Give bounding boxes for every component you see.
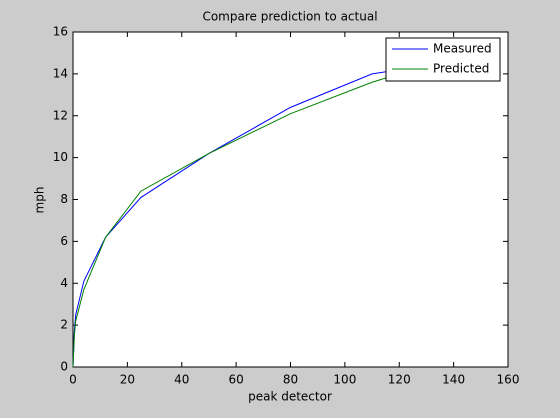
x-tick-label: 0 bbox=[69, 373, 77, 387]
chart-title: Compare prediction to actual bbox=[202, 10, 377, 24]
y-tick-label: 10 bbox=[53, 150, 68, 164]
y-tick-label: 0 bbox=[60, 360, 68, 374]
legend-box bbox=[385, 37, 501, 82]
y-tick-label: 2 bbox=[60, 318, 68, 332]
y-tick-label: 8 bbox=[60, 192, 68, 206]
y-tick-label: 16 bbox=[53, 25, 68, 39]
data-line bbox=[72, 73, 400, 368]
x-axis-label: peak detector bbox=[248, 390, 332, 404]
x-tick-label: 60 bbox=[228, 373, 243, 387]
x-tick-label: 20 bbox=[120, 373, 135, 387]
legend-label: Measured bbox=[433, 42, 492, 56]
y-tick-label: 12 bbox=[53, 108, 68, 122]
y-tick-label: 4 bbox=[60, 276, 68, 290]
x-tick-label: 100 bbox=[333, 373, 356, 387]
x-tick-label: 40 bbox=[174, 373, 189, 387]
y-axis-label: mph bbox=[33, 187, 47, 214]
x-tick-label: 160 bbox=[497, 373, 520, 387]
legend-label: Predicted bbox=[433, 62, 489, 76]
y-tick-label: 14 bbox=[53, 66, 68, 80]
x-tick-label: 140 bbox=[442, 373, 465, 387]
x-tick-label: 120 bbox=[388, 373, 411, 387]
y-tick-label: 6 bbox=[60, 234, 68, 248]
plot-area bbox=[72, 31, 509, 368]
x-tick-label: 80 bbox=[283, 373, 298, 387]
